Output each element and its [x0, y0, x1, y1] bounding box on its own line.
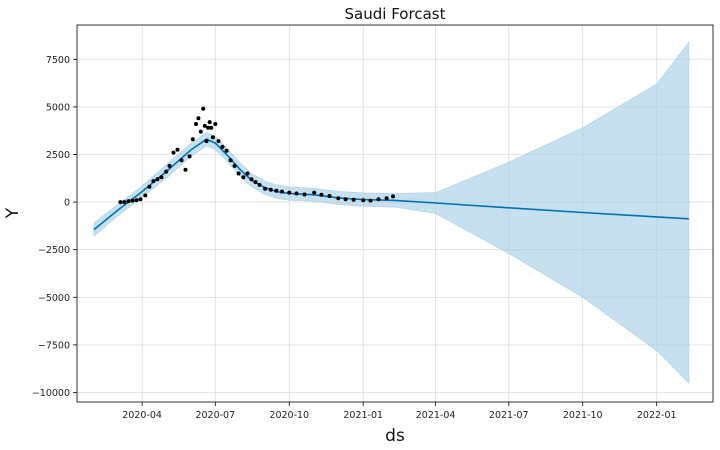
uncertainty-band	[93, 41, 690, 384]
observed-point	[179, 158, 184, 163]
observed-point	[198, 129, 203, 134]
y-tick-label: −2500	[38, 245, 70, 256]
y-axis-title: Y	[3, 207, 23, 219]
y-tick-label: 0	[64, 198, 70, 209]
observed-point	[175, 147, 180, 152]
observed-point	[294, 191, 299, 196]
x-axis-ticks: 2020-04 2020-07 2020-10 2021-01 2021-04 2021-…	[122, 402, 677, 421]
observed-point	[249, 177, 254, 182]
x-tick-label: 2021-10	[563, 410, 603, 421]
y-tick-label: 7500	[46, 55, 70, 66]
observed-point	[236, 171, 241, 176]
observed-point	[343, 197, 348, 202]
observed-point	[147, 184, 152, 189]
observed-point	[210, 135, 215, 140]
observed-point	[190, 137, 195, 142]
observed-point	[159, 175, 164, 180]
observed-point	[257, 182, 262, 187]
observed-point	[194, 122, 198, 126]
observed-point	[268, 187, 273, 192]
observed-point	[391, 194, 395, 199]
observed-point	[376, 197, 381, 202]
observed-point	[213, 122, 218, 126]
observed-point	[216, 139, 221, 144]
y-tick-label: −10000	[32, 388, 70, 399]
observed-point	[143, 193, 148, 198]
observed-point	[312, 190, 317, 195]
observed-point	[241, 175, 246, 180]
observed-point	[384, 196, 389, 201]
x-tick-label: 2022-01	[637, 410, 677, 421]
observed-point	[201, 106, 206, 111]
observed-point	[327, 194, 332, 198]
observed-point	[151, 179, 156, 184]
x-axis-title: ds	[385, 426, 405, 446]
observed-point	[196, 116, 201, 121]
observed-point	[263, 186, 268, 191]
observed-point	[171, 150, 176, 155]
x-tick-label: 2020-10	[269, 410, 309, 421]
y-tick-label: 2500	[46, 150, 70, 161]
y-tick-label: −5000	[38, 293, 70, 304]
x-tick-label: 2021-07	[489, 410, 529, 421]
observed-point	[209, 125, 214, 130]
x-tick-label: 2020-07	[195, 410, 235, 421]
observed-point	[122, 200, 127, 205]
observed-point	[302, 192, 307, 197]
observed-point	[187, 154, 192, 159]
observed-point	[183, 167, 188, 172]
plot-frame	[76, 24, 714, 403]
observed-point	[202, 123, 207, 128]
observed-point	[164, 169, 169, 174]
observed-point	[280, 189, 284, 194]
observed-points-layer	[118, 106, 395, 205]
observed-point	[138, 197, 143, 202]
uncertainty-band-layer	[93, 41, 690, 384]
observed-point	[287, 190, 292, 195]
observed-point	[207, 120, 212, 125]
x-tick-label: 2021-04	[416, 410, 456, 421]
observed-point	[204, 139, 209, 144]
chart-title: Saudi Forcast	[345, 5, 446, 23]
observed-point	[319, 192, 324, 197]
x-tick-label: 2021-01	[343, 410, 383, 421]
observed-point	[253, 180, 258, 185]
observed-point	[245, 171, 250, 176]
x-tick-label: 2020-04	[122, 410, 162, 421]
observed-point	[130, 198, 135, 203]
y-axis-ticks: −10000 −7500 −5000 −2500 0 2500 5000 7500	[32, 55, 77, 399]
y-tick-label: −7500	[38, 340, 70, 351]
observed-point	[351, 197, 356, 202]
observed-point	[368, 198, 373, 203]
observed-point	[336, 196, 341, 201]
observed-point	[224, 148, 229, 153]
observed-point	[206, 125, 211, 130]
observed-point	[126, 199, 131, 204]
observed-point	[361, 198, 366, 203]
observed-point	[232, 163, 237, 168]
y-tick-label: 5000	[46, 102, 70, 113]
observed-point	[118, 200, 123, 205]
observed-point	[134, 198, 139, 203]
observed-point	[220, 144, 225, 149]
observed-point	[155, 177, 160, 182]
observed-point	[228, 158, 233, 163]
observed-point	[274, 188, 279, 193]
observed-point	[167, 163, 172, 168]
